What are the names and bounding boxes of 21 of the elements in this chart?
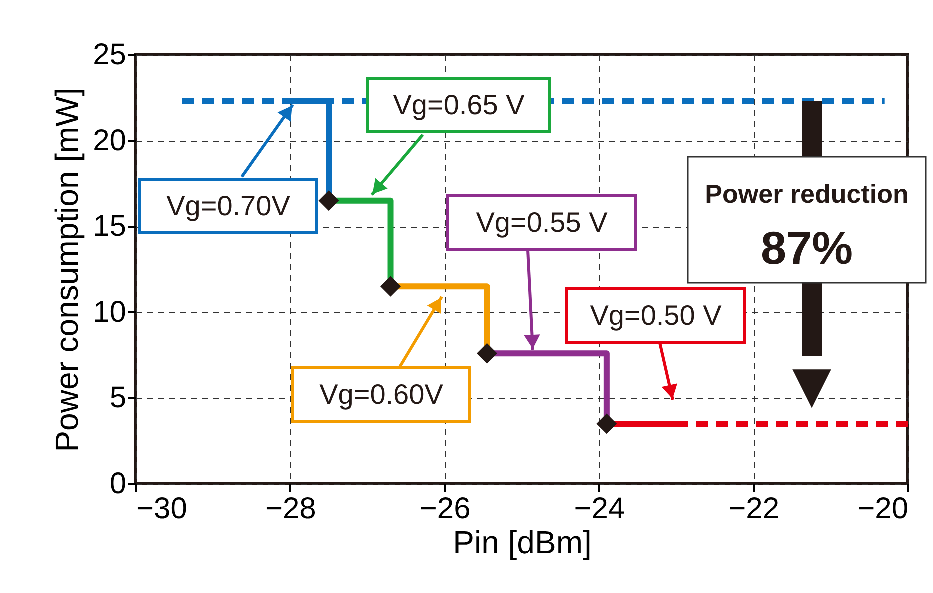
y-axis-title: Power consumption [mW] [49,88,86,452]
y-tick-label: 15 [93,210,126,244]
x-tick-label: −28 [265,492,316,526]
x-tick-label: −24 [574,492,626,526]
x-tick-label: −30 [136,492,188,526]
text: Vg=0.55 V [476,207,608,238]
x-tick-label: −26 [420,492,471,526]
y-tick-label: 0 [110,468,126,500]
y-tick-label: 5 [110,382,126,415]
text: Vg=0.65 V [393,90,526,120]
annotation: Power reduction [705,179,909,209]
series-label: Vg=0.60V [320,379,444,410]
series-label: Vg=0.70V [166,190,291,222]
y-tick-label: 20 [93,124,126,158]
x-axis-title: Pin [dBm] [453,524,592,560]
y-tick-label: 25 [93,38,126,72]
text: Vg=0.50 V [590,300,722,331]
annotation: 87% [760,222,854,274]
y-tick-label: 10 [93,296,126,329]
x-tick-label: −20 [858,492,908,526]
x-tick-label: −22 [728,492,780,526]
